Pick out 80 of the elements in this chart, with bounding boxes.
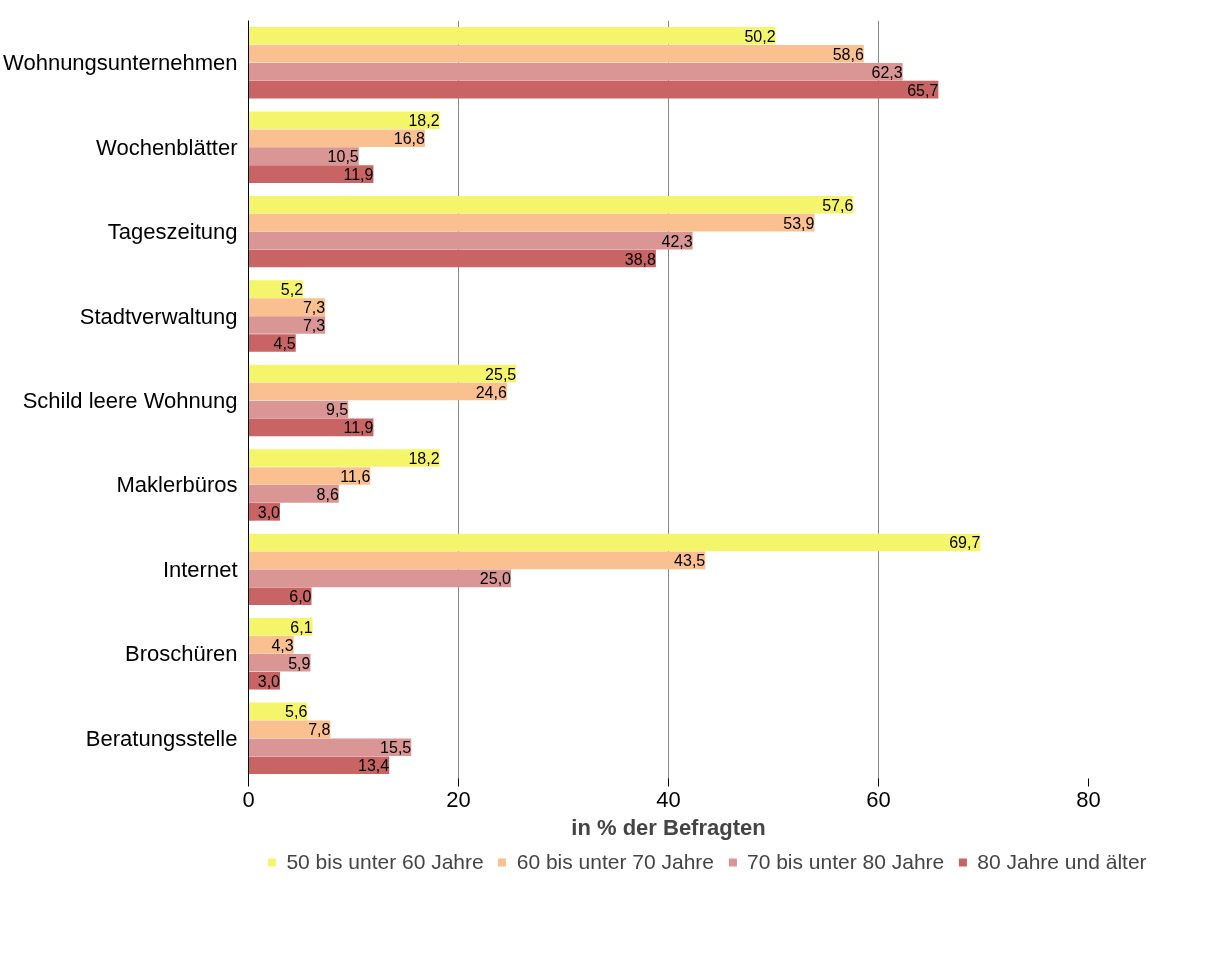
y-tick-label: Internet	[162, 556, 238, 582]
data-label: 16,8	[393, 130, 425, 148]
x-tick-label: 40	[656, 786, 681, 812]
data-label: 9,5	[326, 401, 349, 419]
legend-label: 50 bis unter 60 Jahre	[286, 850, 484, 874]
data-label: 18,2	[408, 112, 440, 130]
x-tick-label: 80	[1076, 786, 1101, 812]
data-label: 25,0	[479, 570, 512, 588]
x-tick-label: 0	[242, 786, 255, 812]
data-label: 3,0	[257, 672, 281, 690]
data-label: 8,6	[316, 485, 339, 503]
bar	[248, 449, 440, 467]
data-label: 5,9	[288, 654, 311, 672]
data-label: 62,3	[871, 63, 903, 81]
bar	[248, 147, 359, 165]
bar	[248, 27, 776, 45]
data-label: 7,3	[302, 317, 326, 335]
bar	[248, 298, 326, 316]
y-tick-label: Wohnungsunternehmen	[3, 50, 238, 76]
bar	[248, 80, 939, 99]
bar	[248, 533, 981, 552]
data-label: 3,0	[257, 503, 281, 521]
y-tick-label: Tageszeitung	[107, 219, 238, 245]
y-tick-label: Schild leere Wohnung	[22, 388, 238, 413]
data-label: 38,8	[624, 250, 656, 268]
legend-label: 60 bis unter 70 Jahre	[516, 850, 714, 874]
bar	[248, 738, 412, 757]
data-label: 53,9	[783, 214, 815, 232]
y-tick-label: Beratungsstelle	[85, 725, 238, 751]
legend-label: 70 bis unter 80 Jahre	[747, 850, 945, 874]
data-label: 4,5	[273, 334, 296, 352]
data-label: 11,6	[340, 467, 371, 485]
bar	[248, 195, 854, 214]
bar	[248, 129, 425, 147]
data-label: 7,3	[302, 299, 326, 317]
legend-label: 80 Jahre und älter	[977, 850, 1147, 874]
bar	[248, 62, 903, 81]
bar	[248, 382, 507, 401]
data-label: 65,7	[907, 81, 939, 99]
bar	[248, 231, 693, 250]
data-label: 13,4	[358, 757, 390, 775]
bar	[248, 165, 374, 183]
bar	[248, 213, 815, 232]
data-label: 25,5	[485, 365, 517, 383]
x-axis-title: in % der Befragten	[571, 814, 766, 840]
data-label: 4,3	[271, 636, 294, 654]
data-label: 18,2	[408, 450, 440, 468]
y-tick-label: Wochenblätter	[96, 134, 238, 160]
bar	[248, 44, 864, 63]
data-label: 69,7	[949, 534, 981, 552]
y-tick-label: Stadtverwaltung	[79, 303, 238, 329]
data-label: 15,5	[380, 739, 412, 757]
data-label: 5,2	[280, 281, 304, 299]
data-label: 7,8	[308, 721, 331, 739]
data-label: 10,5	[327, 148, 359, 166]
bar	[248, 364, 517, 383]
x-tick-label: 20	[446, 786, 471, 812]
bar	[248, 249, 656, 268]
bar	[248, 551, 706, 570]
bar	[248, 756, 390, 774]
bar	[248, 569, 511, 588]
bar	[248, 111, 440, 130]
x-tick-label: 60	[866, 786, 891, 812]
data-label: 11,9	[343, 419, 374, 437]
data-label: 42,3	[661, 232, 693, 250]
bar	[248, 485, 339, 503]
data-label: 6,1	[290, 618, 313, 636]
data-label: 11,9	[343, 166, 374, 184]
bar	[248, 618, 313, 636]
data-label: 6,0	[289, 588, 312, 606]
bar	[248, 467, 371, 485]
data-label: 5,6	[285, 703, 308, 721]
data-label: 24,6	[475, 383, 507, 401]
y-tick-label: Broschüren	[125, 641, 238, 667]
data-label: 58,6	[832, 45, 864, 63]
y-tick-label: Maklerbüros	[116, 472, 238, 498]
data-label: 57,6	[822, 196, 854, 214]
bar	[248, 316, 326, 334]
data-label: 43,5	[674, 552, 706, 570]
data-label: 50,2	[744, 27, 776, 45]
